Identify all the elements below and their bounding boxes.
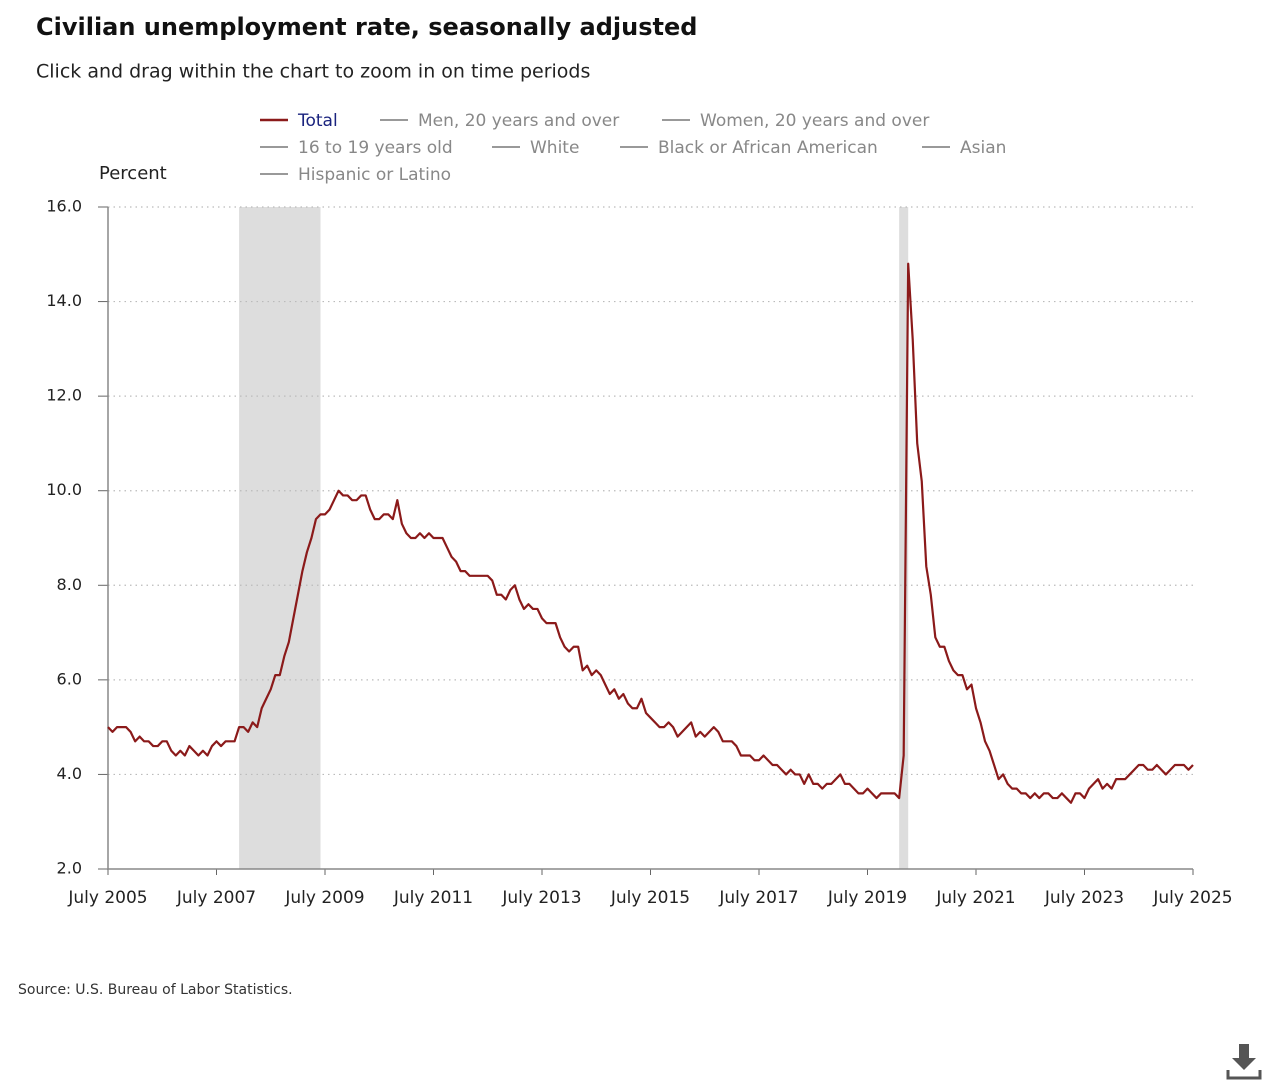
chart-title: Civilian unemployment rate, seasonally a… — [36, 13, 697, 41]
x-tick-label: July 2025 — [1152, 888, 1232, 908]
legend-label: Men, 20 years and over — [418, 111, 619, 131]
y-tick-label: 4.0 — [57, 764, 82, 783]
x-tick-label: July 2023 — [1044, 888, 1124, 908]
y-tick-label: 14.0 — [46, 291, 82, 310]
x-tick-label: July 2019 — [827, 888, 907, 908]
legend-item[interactable]: 16 to 19 years old — [260, 138, 453, 158]
download-arrow — [1232, 1044, 1256, 1070]
legend-label: Women, 20 years and over — [700, 111, 929, 131]
y-tick-label: 6.0 — [57, 669, 82, 688]
x-tick-label: July 2017 — [718, 888, 798, 908]
legend-item[interactable]: Women, 20 years and over — [662, 111, 929, 131]
x-tick-label: July 2007 — [176, 888, 256, 908]
y-tick-label: 16.0 — [46, 197, 82, 216]
legend-item[interactable]: Hispanic or Latino — [260, 165, 451, 185]
legend-item[interactable]: Asian — [922, 138, 1006, 158]
download-tray — [1226, 1070, 1262, 1080]
chart-subtitle: Click and drag within the chart to zoom … — [36, 61, 590, 83]
legend-item[interactable]: White — [492, 138, 579, 158]
legend-label: Total — [297, 111, 338, 131]
x-tick-label: July 2005 — [67, 888, 147, 908]
y-tick-label: 8.0 — [57, 575, 82, 594]
y-tick-label: 12.0 — [46, 386, 82, 405]
x-tick-label: July 2009 — [284, 888, 364, 908]
x-tick-label: July 2015 — [610, 888, 690, 908]
y-tick-label: 2.0 — [57, 859, 82, 878]
x-tick-label: July 2021 — [935, 888, 1015, 908]
legend-label: Hispanic or Latino — [298, 165, 451, 185]
download-button[interactable] — [1226, 1042, 1262, 1082]
legend-item[interactable]: Total — [260, 111, 338, 131]
legend-item[interactable]: Men, 20 years and over — [380, 111, 619, 131]
legend-label: Asian — [960, 138, 1006, 158]
y-tick-label: 10.0 — [46, 480, 82, 499]
recession-band — [899, 207, 909, 869]
legend-label: White — [530, 138, 579, 158]
source: Source: U.S. Bureau of Labor Statistics. — [18, 982, 293, 998]
recession-band — [239, 207, 321, 869]
recession-layer — [239, 207, 909, 869]
x-tick-label: July 2011 — [393, 888, 473, 908]
y-axis-label: Percent — [99, 163, 167, 184]
legend-item[interactable]: Black or African American — [620, 138, 878, 158]
legend-label: Black or African American — [658, 138, 878, 158]
x-tick-label: July 2013 — [501, 888, 581, 908]
series-line — [107, 262, 1194, 804]
legend-label: 16 to 19 years old — [298, 138, 453, 158]
